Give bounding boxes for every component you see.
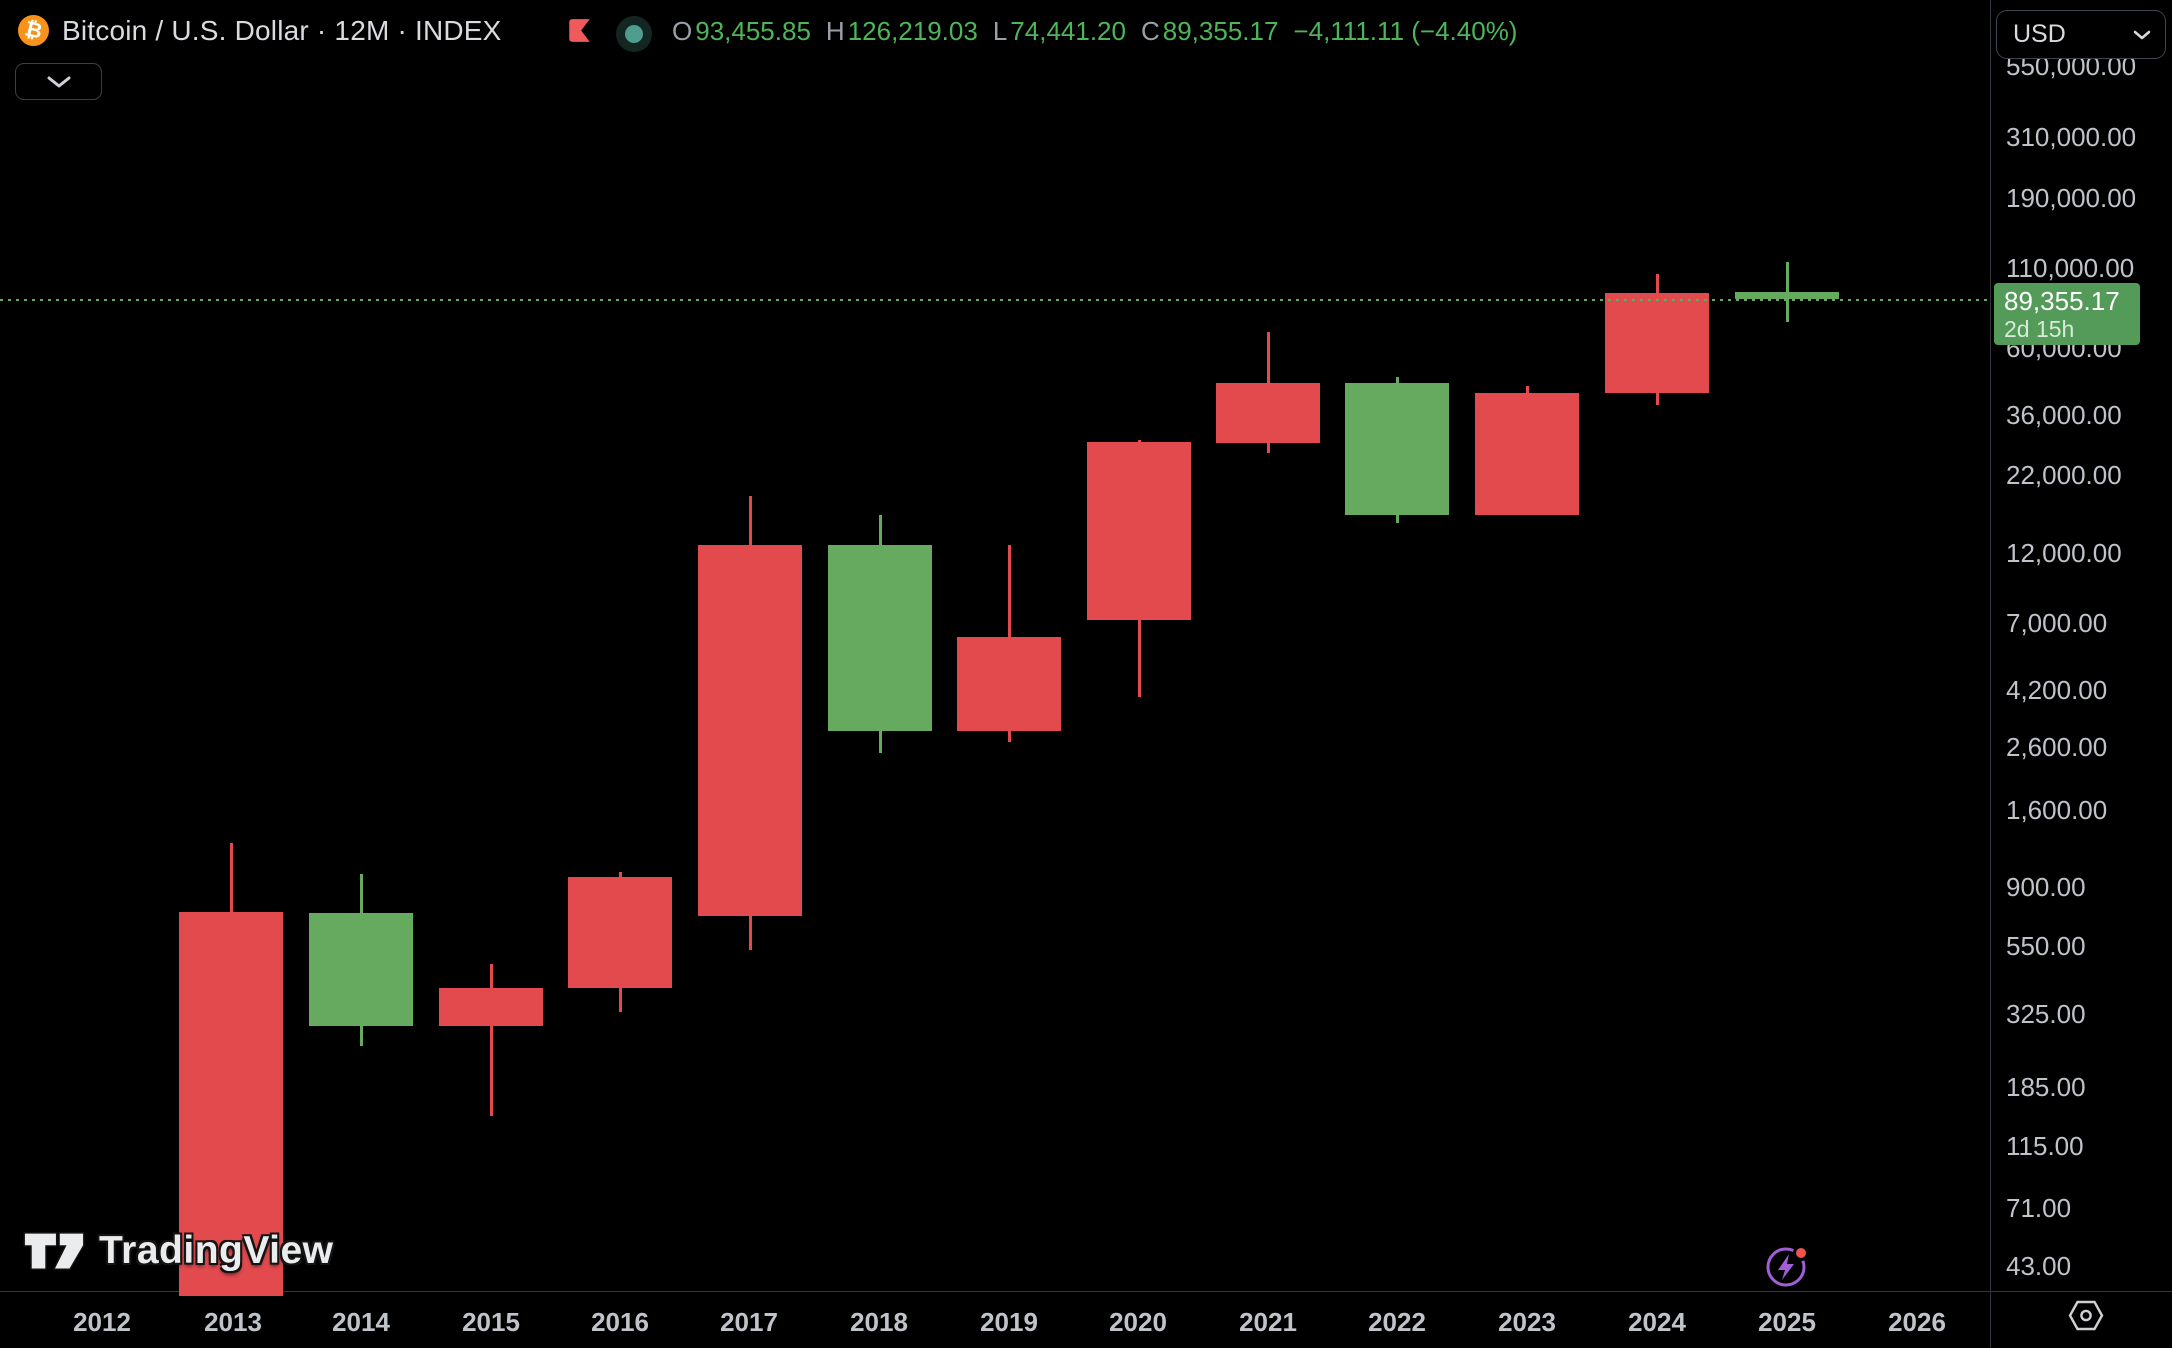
- price-tick-label: 71.00: [2006, 1193, 2072, 1223]
- time-tick-label: 2023: [1498, 1307, 1556, 1337]
- chevron-down-icon: [47, 76, 70, 87]
- current-price-label: 89,355.17 2d 15h: [1994, 283, 2140, 345]
- time-tick-label: 2026: [1888, 1307, 1946, 1337]
- time-tick-label: 2016: [591, 1307, 649, 1337]
- provider-flag-icon: [567, 17, 592, 49]
- candle-body-2020: [1087, 442, 1191, 620]
- time-axis-settings-gear-icon[interactable]: [2068, 1299, 2104, 1332]
- tradingview-logo-icon: [23, 1232, 85, 1270]
- bitcoin-glyph: ₿: [22, 17, 45, 44]
- close-value: C 89,355.17: [1140, 15, 1279, 46]
- time-tick-label: 2018: [850, 1307, 908, 1337]
- high-value: H 126,219.03: [825, 15, 978, 46]
- candle-body-2015: [439, 988, 543, 1026]
- candle-body-2017: [698, 545, 802, 916]
- price-tick-label: 43.00: [2006, 1251, 2072, 1281]
- candle-body-2018: [828, 545, 932, 731]
- time-tick-label: 2013: [204, 1307, 262, 1337]
- price-tick-label: 12,000.00: [2006, 538, 2122, 568]
- open-value: O 93,455.85: [672, 15, 811, 46]
- price-tick-label: 325.00: [2006, 999, 2086, 1029]
- chevron-down-icon: [2133, 30, 2151, 39]
- currency-label: USD: [2013, 20, 2066, 48]
- low-value: L 74,441.20: [992, 15, 1126, 46]
- candle-body-2014: [309, 913, 413, 1026]
- price-tick-label: 1,600.00: [2006, 795, 2108, 825]
- price-tick-label: 115.00: [2006, 1131, 2084, 1161]
- candle-body-2013: [179, 912, 283, 1296]
- price-tick-label: 36,000.00: [2006, 400, 2122, 430]
- time-tick-label: 2021: [1239, 1307, 1297, 1337]
- tradingview-watermark: TradingView: [23, 1229, 334, 1273]
- symbol-dropdown-button[interactable]: [15, 63, 102, 100]
- price-axis-separator: [1990, 0, 1991, 1348]
- market-open-dot: [625, 25, 643, 43]
- market-status-icon[interactable]: [616, 16, 652, 52]
- time-tick-label: 2019: [980, 1307, 1038, 1337]
- time-tick-label: 2014: [332, 1307, 390, 1337]
- change-value: −4,111.11 (−4.40%): [1293, 15, 1518, 46]
- price-tick-label: 7,000.00: [2006, 608, 2108, 638]
- candle-body-2021: [1216, 383, 1320, 443]
- price-tick-label: 110,000.00: [2006, 253, 2135, 283]
- time-tick-label: 2024: [1628, 1307, 1686, 1337]
- time-tick-label: 2020: [1109, 1307, 1167, 1337]
- candle-body-2016: [568, 877, 672, 988]
- price-tick-label: 2,600.00: [2006, 732, 2108, 762]
- candle-body-2022: [1345, 383, 1449, 515]
- current-price-value: 89,355.17: [2004, 286, 2120, 316]
- time-tick-label: 2025: [1758, 1307, 1816, 1337]
- candle-wick-2015: [489, 964, 493, 1116]
- bar-countdown: 2d 15h: [2004, 316, 2075, 342]
- alerts-lightning-icon[interactable]: [1764, 1242, 1812, 1290]
- bitcoin-logo-icon: ₿: [18, 15, 49, 46]
- price-tick-label: 550.00: [2006, 931, 2086, 961]
- time-tick-label: 2022: [1368, 1307, 1426, 1337]
- price-tick-label: 190,000.00: [2006, 183, 2137, 213]
- currency-selector-button[interactable]: USD: [1996, 10, 2166, 59]
- tradingview-watermark-text: TradingView: [99, 1229, 334, 1272]
- time-tick-label: 2015: [462, 1307, 520, 1337]
- time-tick-label: 2017: [720, 1307, 778, 1337]
- price-tick-label: 900.00: [2006, 872, 2086, 902]
- symbol-title: Bitcoin / U.S. Dollar · 12M · INDEX: [62, 15, 502, 46]
- candle-body-2019: [957, 637, 1061, 731]
- price-tick-label: 4,200.00: [2006, 675, 2108, 705]
- current-price-line: [0, 299, 1990, 301]
- candle-body-2023: [1475, 393, 1579, 515]
- ohlc-readout: O 93,455.85 H 126,219.03 L 74,441.20 C 8…: [672, 0, 1517, 62]
- candle-body-2024: [1605, 293, 1709, 393]
- time-axis-separator: [0, 1291, 2172, 1292]
- price-tick-label: 22,000.00: [2006, 460, 2122, 490]
- chart-pane[interactable]: [0, 0, 1990, 1296]
- price-tick-label: 310,000.00: [2006, 122, 2137, 152]
- candle-body-2025: [1735, 292, 1839, 299]
- time-tick-label: 2012: [73, 1307, 131, 1337]
- price-tick-label: 185.00: [2006, 1072, 2086, 1102]
